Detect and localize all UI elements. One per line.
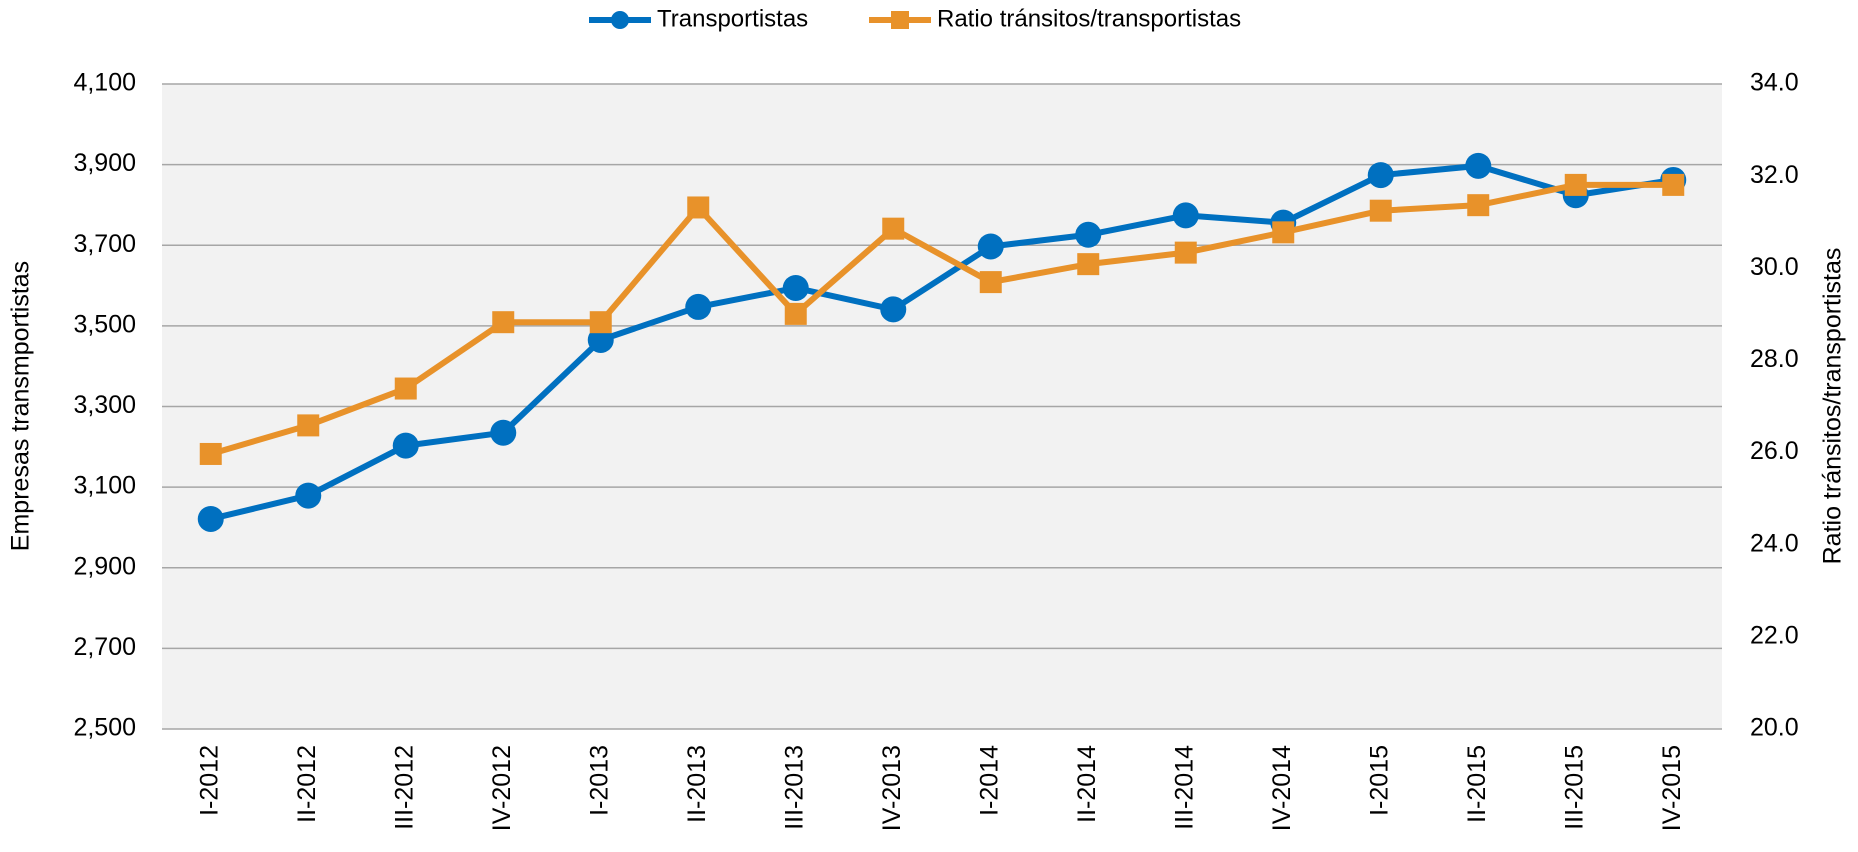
marker bbox=[1367, 162, 1394, 189]
x-tick-label: III-2015 bbox=[1560, 745, 1588, 830]
marker bbox=[1465, 152, 1492, 179]
legend-marker bbox=[611, 11, 629, 29]
marker bbox=[979, 271, 1002, 294]
x-tick-label: II-2013 bbox=[683, 745, 711, 823]
y2-tick-label: 22.0 bbox=[1750, 621, 1799, 649]
x-tick-label: I-2013 bbox=[585, 745, 613, 816]
y2-tick-label: 20.0 bbox=[1750, 714, 1799, 742]
marker bbox=[297, 414, 320, 437]
x-tick-label: IV-2015 bbox=[1658, 745, 1686, 831]
marker bbox=[1369, 199, 1392, 222]
marker bbox=[394, 377, 417, 400]
series-line bbox=[210, 162, 1674, 522]
y-tick-label: 3,300 bbox=[73, 391, 136, 419]
marker bbox=[1172, 202, 1199, 229]
y2-tick-label: 32.0 bbox=[1750, 161, 1799, 189]
x-tick-label: IV-2013 bbox=[878, 745, 906, 831]
marker bbox=[492, 311, 515, 334]
marker bbox=[880, 296, 907, 323]
x-tick-label: I-2015 bbox=[1365, 745, 1393, 816]
marker bbox=[589, 311, 612, 334]
x-tick-label: III-2014 bbox=[1170, 745, 1198, 830]
y-tick-label: 2,500 bbox=[73, 714, 136, 742]
marker bbox=[977, 233, 1004, 260]
marker bbox=[1564, 173, 1587, 196]
y-tick-label: 2,700 bbox=[73, 633, 136, 661]
marker bbox=[1467, 194, 1490, 217]
y2-tick-label: 34.0 bbox=[1750, 69, 1799, 97]
y2-tick-label: 30.0 bbox=[1750, 253, 1799, 281]
y2-tick-label: 24.0 bbox=[1750, 529, 1799, 557]
x-tick-label: II-2012 bbox=[293, 745, 321, 823]
marker bbox=[392, 432, 419, 459]
x-tick-label: III-2013 bbox=[780, 745, 808, 830]
marker bbox=[782, 274, 809, 301]
x-tick-label: I-2014 bbox=[975, 745, 1003, 816]
marker bbox=[882, 217, 905, 240]
marker bbox=[1662, 173, 1685, 196]
marker bbox=[490, 419, 517, 446]
x-tick-label: I-2012 bbox=[195, 745, 223, 816]
marker bbox=[295, 482, 322, 509]
x-tick-label: III-2012 bbox=[390, 745, 418, 830]
legend-text: Ratio tránsitos/transportistas bbox=[937, 5, 1241, 32]
marker bbox=[1174, 241, 1197, 264]
marker bbox=[1077, 253, 1100, 276]
y-tick-label: 2,900 bbox=[73, 552, 136, 580]
x-tick-label: IV-2012 bbox=[488, 745, 516, 831]
marker bbox=[587, 326, 614, 353]
marker bbox=[687, 196, 710, 219]
x-tick-label: II-2015 bbox=[1463, 745, 1491, 823]
marker bbox=[199, 442, 222, 465]
y2-tick-label: 28.0 bbox=[1750, 345, 1799, 373]
y2-axis-title: Ratio tránsitos/transportistas bbox=[1819, 248, 1847, 565]
legend-text: Transportistas bbox=[657, 5, 808, 32]
x-tick-label: II-2014 bbox=[1073, 745, 1101, 823]
y-tick-label: 4,100 bbox=[73, 69, 136, 97]
y-tick-label: 3,100 bbox=[73, 472, 136, 500]
y-tick-label: 3,500 bbox=[73, 310, 136, 338]
marker bbox=[1272, 221, 1295, 244]
y-axis-title: Empresas transmportistas bbox=[7, 261, 35, 551]
x-tick-label: IV-2014 bbox=[1268, 745, 1296, 831]
marker bbox=[1075, 221, 1102, 248]
marker bbox=[784, 302, 807, 325]
y-tick-label: 3,700 bbox=[73, 230, 136, 258]
legend-marker bbox=[891, 11, 909, 29]
marker bbox=[197, 505, 224, 532]
marker bbox=[685, 293, 712, 320]
y-tick-label: 3,900 bbox=[73, 149, 136, 177]
series-line bbox=[209, 181, 1674, 457]
y2-tick-label: 26.0 bbox=[1750, 437, 1799, 465]
